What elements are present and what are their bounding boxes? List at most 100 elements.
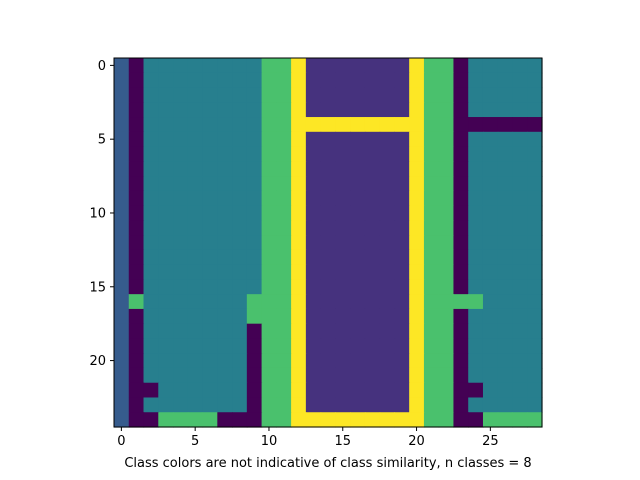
x-tick-label: 15 bbox=[334, 434, 351, 449]
heatmap-cell bbox=[394, 308, 410, 325]
heatmap-cell bbox=[320, 279, 336, 295]
heatmap-cell bbox=[423, 367, 440, 384]
heatmap-cell bbox=[128, 146, 145, 162]
heatmap-cell bbox=[291, 235, 307, 251]
heatmap-cell bbox=[261, 279, 277, 295]
heatmap-cell bbox=[350, 161, 366, 177]
heatmap-cell bbox=[409, 264, 425, 280]
heatmap-cell bbox=[173, 412, 189, 428]
heatmap-cell bbox=[128, 117, 145, 133]
heatmap-cell bbox=[335, 353, 351, 369]
heatmap-cell bbox=[291, 294, 307, 310]
heatmap-cell bbox=[497, 308, 514, 325]
heatmap-cell bbox=[202, 382, 218, 399]
heatmap-cell bbox=[291, 190, 307, 207]
heatmap-cell bbox=[320, 412, 336, 428]
heatmap-cell bbox=[335, 117, 351, 133]
heatmap-cell bbox=[453, 382, 469, 399]
heatmap-cell bbox=[527, 367, 543, 384]
heatmap-cell bbox=[305, 397, 322, 413]
heatmap-cell bbox=[246, 102, 263, 118]
heatmap-cell bbox=[261, 161, 277, 177]
heatmap-cell bbox=[350, 131, 366, 148]
heatmap-cell bbox=[305, 146, 322, 162]
heatmap-cell bbox=[246, 176, 263, 192]
heatmap-cell bbox=[438, 294, 455, 310]
heatmap-cell bbox=[261, 131, 277, 148]
heatmap-cell bbox=[305, 117, 322, 133]
heatmap-cell bbox=[276, 146, 292, 162]
heatmap-cell bbox=[394, 146, 410, 162]
heatmap-cell bbox=[232, 279, 248, 295]
heatmap-cell bbox=[364, 367, 381, 384]
heatmap-cell bbox=[232, 338, 248, 354]
heatmap-cell bbox=[187, 235, 204, 251]
heatmap-cell bbox=[453, 190, 469, 207]
heatmap-cell bbox=[497, 338, 514, 354]
heatmap-cell bbox=[305, 382, 322, 399]
heatmap-cell bbox=[291, 102, 307, 118]
heatmap-cell bbox=[394, 367, 410, 384]
heatmap-cell bbox=[453, 264, 469, 280]
heatmap-cell bbox=[350, 249, 366, 266]
heatmap-cell bbox=[379, 131, 396, 148]
heatmap-cells bbox=[114, 58, 543, 428]
x-tick-label: 5 bbox=[191, 434, 199, 449]
heatmap-cell bbox=[187, 323, 204, 340]
heatmap-cell bbox=[350, 353, 366, 369]
heatmap-cell bbox=[350, 190, 366, 207]
heatmap-cell bbox=[468, 308, 484, 325]
heatmap-cell bbox=[114, 146, 130, 162]
heatmap-cell bbox=[320, 397, 336, 413]
heatmap-cell bbox=[482, 117, 499, 133]
heatmap-cell bbox=[468, 72, 484, 89]
heatmap-cell bbox=[232, 205, 248, 221]
heatmap-cell bbox=[497, 58, 514, 74]
heatmap-cell bbox=[114, 72, 130, 89]
heatmap-cell bbox=[305, 235, 322, 251]
heatmap-cell bbox=[335, 249, 351, 266]
heatmap-cell bbox=[143, 264, 159, 280]
heatmap-cell bbox=[409, 279, 425, 295]
heatmap-cell bbox=[409, 102, 425, 118]
heatmap-cell bbox=[173, 294, 189, 310]
heatmap-cell bbox=[497, 235, 514, 251]
heatmap-cell bbox=[527, 264, 543, 280]
heatmap-cell bbox=[482, 412, 499, 428]
heatmap-cell bbox=[350, 205, 366, 221]
heatmap-cell bbox=[497, 176, 514, 192]
heatmap-cell bbox=[276, 279, 292, 295]
heatmap-cell bbox=[394, 397, 410, 413]
heatmap-cell bbox=[512, 190, 528, 207]
heatmap-cell bbox=[217, 87, 233, 103]
heatmap-cell bbox=[276, 102, 292, 118]
heatmap-cell bbox=[261, 249, 277, 266]
heatmap-cell bbox=[423, 294, 440, 310]
heatmap-cell bbox=[453, 220, 469, 236]
heatmap-cell bbox=[438, 235, 455, 251]
heatmap-cell bbox=[276, 264, 292, 280]
heatmap-cell bbox=[217, 294, 233, 310]
heatmap-cell bbox=[291, 353, 307, 369]
heatmap-cell bbox=[246, 117, 263, 133]
heatmap-cell bbox=[202, 146, 218, 162]
heatmap-cell bbox=[512, 102, 528, 118]
heatmap-cell bbox=[276, 220, 292, 236]
heatmap-cell bbox=[158, 382, 174, 399]
heatmap-cell bbox=[143, 235, 159, 251]
heatmap-cell bbox=[379, 87, 396, 103]
heatmap-cell bbox=[364, 264, 381, 280]
heatmap-cell bbox=[512, 161, 528, 177]
heatmap-cell bbox=[423, 279, 440, 295]
heatmap-cell bbox=[423, 235, 440, 251]
heatmap-cell bbox=[232, 58, 248, 74]
heatmap-cell bbox=[423, 58, 440, 74]
heatmap-cell bbox=[350, 338, 366, 354]
heatmap-cell bbox=[291, 264, 307, 280]
heatmap-cell bbox=[158, 87, 174, 103]
heatmap-cell bbox=[232, 235, 248, 251]
heatmap-cell bbox=[364, 308, 381, 325]
heatmap-cell bbox=[187, 367, 204, 384]
heatmap-cell bbox=[423, 131, 440, 148]
heatmap-cell bbox=[291, 397, 307, 413]
